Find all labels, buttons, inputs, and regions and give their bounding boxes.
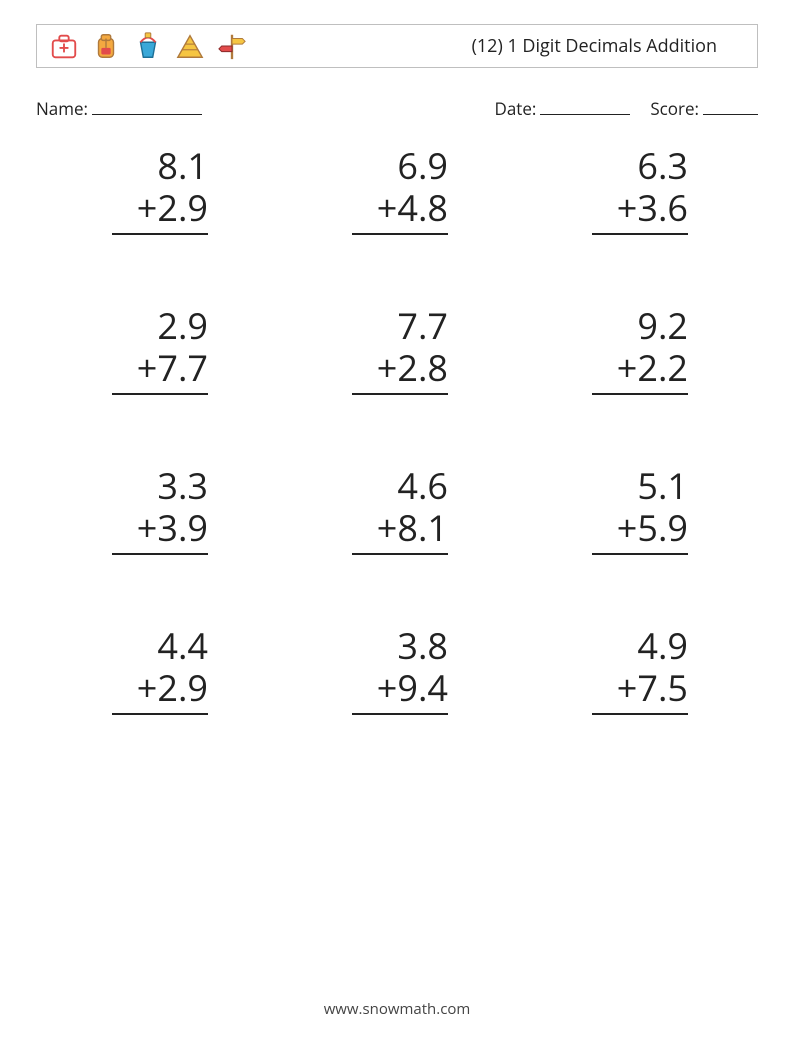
problem-stack: 4.4+2.9 — [112, 625, 208, 715]
problem-stack: 8.1+2.9 — [112, 145, 208, 235]
worksheet-title: (12) 1 Digit Decimals Addition — [472, 25, 717, 67]
name-field: Name: — [36, 96, 202, 120]
bucket-icon — [133, 31, 163, 61]
problem: 3.8+9.4 — [300, 625, 500, 715]
problem: 4.4+2.9 — [60, 625, 260, 715]
problem: 8.1+2.9 — [60, 145, 260, 235]
problem-top: 4.4 — [112, 625, 208, 667]
problem-top: 3.8 — [352, 625, 448, 667]
problem-bottom: +9.4 — [352, 667, 448, 714]
problem-top: 7.7 — [352, 305, 448, 347]
info-row: Name: Date: Score: — [36, 96, 758, 120]
backpack-icon — [91, 31, 121, 61]
problem-bottom: +8.1 — [352, 507, 448, 554]
problem-top: 6.9 — [352, 145, 448, 187]
name-blank[interactable] — [92, 96, 202, 115]
header-box: (12) 1 Digit Decimals Addition — [36, 24, 758, 68]
problem-stack: 7.7+2.8 — [352, 305, 448, 395]
problem-stack: 3.3+3.9 — [112, 465, 208, 555]
problem: 9.2+2.2 — [540, 305, 740, 395]
footer-url: www.snowmath.com — [0, 999, 794, 1019]
problem: 2.9+7.7 — [60, 305, 260, 395]
problem-bottom: +2.9 — [112, 187, 208, 234]
problem-bottom: +2.8 — [352, 347, 448, 394]
problem-top: 2.9 — [112, 305, 208, 347]
problem-stack: 9.2+2.2 — [592, 305, 688, 395]
problem-top: 3.3 — [112, 465, 208, 507]
problem-stack: 5.1+5.9 — [592, 465, 688, 555]
problem-stack: 4.6+8.1 — [352, 465, 448, 555]
date-label: Date: — [494, 97, 536, 120]
header-icons — [37, 31, 247, 61]
pyramid-icon — [175, 31, 205, 61]
problem-stack: 4.9+7.5 — [592, 625, 688, 715]
problem-top: 9.2 — [592, 305, 688, 347]
problem-stack: 3.8+9.4 — [352, 625, 448, 715]
signpost-icon — [217, 31, 247, 61]
problem-bottom: +7.5 — [592, 667, 688, 714]
problem: 6.9+4.8 — [300, 145, 500, 235]
problems-grid: 8.1+2.96.9+4.86.3+3.62.9+7.77.7+2.89.2+2… — [60, 145, 740, 715]
medkit-icon — [49, 31, 79, 61]
problem-bottom: +5.9 — [592, 507, 688, 554]
problem: 4.6+8.1 — [300, 465, 500, 555]
problem-bottom: +3.9 — [112, 507, 208, 554]
date-field: Date: — [494, 96, 630, 120]
worksheet-page: (12) 1 Digit Decimals Addition Name: Dat… — [0, 0, 794, 1053]
problem: 3.3+3.9 — [60, 465, 260, 555]
date-blank[interactable] — [540, 96, 630, 115]
problem-stack: 2.9+7.7 — [112, 305, 208, 395]
problem: 6.3+3.6 — [540, 145, 740, 235]
problem-top: 8.1 — [112, 145, 208, 187]
problem-bottom: +2.9 — [112, 667, 208, 714]
problem: 7.7+2.8 — [300, 305, 500, 395]
score-label: Score: — [650, 97, 699, 120]
problem-top: 6.3 — [592, 145, 688, 187]
problem-stack: 6.9+4.8 — [352, 145, 448, 235]
score-field: Score: — [650, 96, 758, 120]
problem: 4.9+7.5 — [540, 625, 740, 715]
problem-top: 4.9 — [592, 625, 688, 667]
problem-bottom: +3.6 — [592, 187, 688, 234]
score-blank[interactable] — [703, 96, 758, 115]
problem-bottom: +2.2 — [592, 347, 688, 394]
problem-top: 4.6 — [352, 465, 448, 507]
problem-bottom: +7.7 — [112, 347, 208, 394]
problem-bottom: +4.8 — [352, 187, 448, 234]
problem-top: 5.1 — [592, 465, 688, 507]
problem-stack: 6.3+3.6 — [592, 145, 688, 235]
problem: 5.1+5.9 — [540, 465, 740, 555]
name-label: Name: — [36, 97, 88, 120]
